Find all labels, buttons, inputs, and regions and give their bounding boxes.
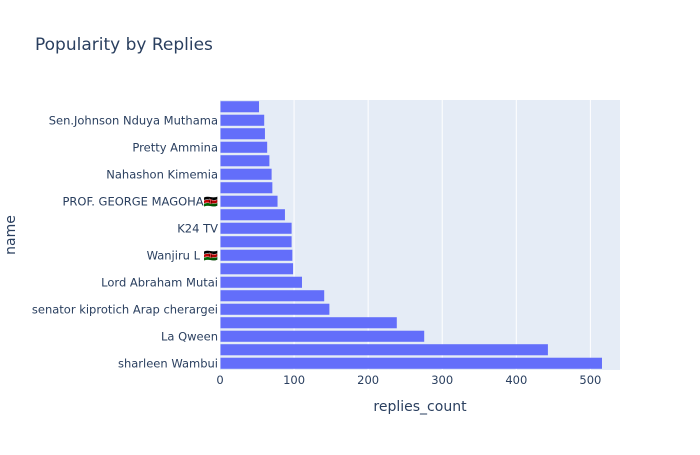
y-tick-label: senator kiprotich Arap cherargei [32,302,218,316]
y-tick-label: sharleen Wambui [118,356,218,370]
bar[interactable] [220,249,293,261]
y-tick-label: La Qween [161,329,218,343]
bar[interactable] [220,101,260,113]
y-tick-label: PROF. GEORGE MAGOHA🇰🇪 [63,194,219,208]
bar[interactable] [220,168,272,180]
bar[interactable] [220,290,325,302]
x-tick-labels: 0 100 200 300 400 500 [216,373,601,387]
y-tick-label: Sen.Johnson Nduya Muthama [49,113,218,127]
y-tick-labels: sharleen Wambui La Qween senator kiprotich… [32,113,219,370]
bar[interactable] [220,222,292,234]
bar[interactable] [220,182,273,194]
bar[interactable] [220,195,278,207]
x-tick-label: 200 [357,373,379,387]
x-tick-label: 500 [579,373,601,387]
bar[interactable] [220,209,285,221]
bar[interactable] [220,128,265,140]
y-tick-label: Wanjiru L 🇰🇪 [147,248,219,262]
bars [220,101,602,369]
x-tick-label: 400 [505,373,527,387]
bar[interactable] [220,155,270,167]
y-tick-label: Nahashon Kimemia [106,167,218,181]
bar[interactable] [220,317,397,329]
chart-title: Popularity by Replies [35,35,213,55]
bar[interactable] [220,276,302,288]
y-axis-title: name [3,215,19,255]
bar[interactable] [220,344,548,356]
bar[interactable] [220,263,294,275]
y-tick-label: Pretty Ammina [132,140,218,154]
x-tick-label: 0 [216,373,223,387]
x-axis-title: replies_count [373,399,467,415]
y-tick-label: Lord Abraham Mutai [101,275,218,289]
y-tick-label: K24 TV [177,221,218,235]
x-tick-label: 300 [431,373,453,387]
bar[interactable] [220,236,292,248]
x-tick-label: 100 [283,373,305,387]
bar[interactable] [220,357,602,369]
plot-area [220,100,620,370]
bar[interactable] [220,114,265,126]
bar[interactable] [220,141,268,153]
bar[interactable] [220,330,425,342]
bar[interactable] [220,303,330,315]
